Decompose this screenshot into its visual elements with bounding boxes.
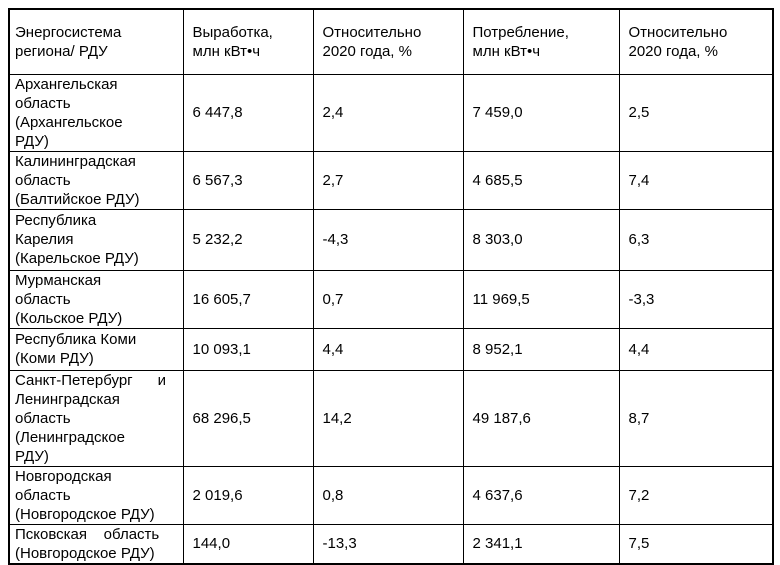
generation-cell: 16 605,7 xyxy=(182,269,314,329)
generation-cell: 6 447,8 xyxy=(182,73,314,152)
consumption-cell: 8 952,1 xyxy=(462,327,620,371)
table-row: Псковская область (Новгородское РДУ) 144… xyxy=(8,523,774,564)
consumption-cell: 2 341,1 xyxy=(462,523,620,564)
table-row: Мурманская область (Кольское РДУ) 16 605… xyxy=(8,269,774,329)
generation-cell: 2 019,6 xyxy=(182,465,314,525)
column-header-generation: Выработка, млн кВт•ч xyxy=(182,8,314,75)
region-cell: Архангельская область (Архангельское РДУ… xyxy=(8,73,184,152)
generation-cell: 5 232,2 xyxy=(182,208,314,271)
consumption-vs-2020-cell: 7,2 xyxy=(618,465,774,525)
generation-cell: 144,0 xyxy=(182,523,314,564)
table-row: Новгородская область (Новгородское РДУ) … xyxy=(8,465,774,525)
consumption-cell: 8 303,0 xyxy=(462,208,620,271)
consumption-cell: 7 459,0 xyxy=(462,73,620,152)
generation-cell: 10 093,1 xyxy=(182,327,314,371)
region-cell: Санкт-Петербург и Ленинградская область … xyxy=(8,369,184,467)
region-cell: Республика Карелия (Карельское РДУ) xyxy=(8,208,184,271)
region-cell: Новгородская область (Новгородское РДУ) xyxy=(8,465,184,525)
generation-cell: 68 296,5 xyxy=(182,369,314,467)
consumption-cell: 4 637,6 xyxy=(462,465,620,525)
generation-vs-2020-cell: 0,8 xyxy=(312,465,464,525)
generation-vs-2020-cell: 2,7 xyxy=(312,150,464,210)
table-row: Архангельская область (Архангельское РДУ… xyxy=(8,73,774,152)
consumption-cell: 4 685,5 xyxy=(462,150,620,210)
column-header-generation-vs-2020: Относительно 2020 года, % xyxy=(312,8,464,75)
region-cell: Калининградская область (Балтийское РДУ) xyxy=(8,150,184,210)
consumption-vs-2020-cell: 6,3 xyxy=(618,208,774,271)
consumption-cell: 11 969,5 xyxy=(462,269,620,329)
region-cell: Мурманская область (Кольское РДУ) xyxy=(8,269,184,329)
header-row: Энергосистема региона/ РДУ Выработка, мл… xyxy=(8,8,774,75)
consumption-cell: 49 187,6 xyxy=(462,369,620,467)
consumption-vs-2020-cell: 8,7 xyxy=(618,369,774,467)
region-cell: Псковская область (Новгородское РДУ) xyxy=(8,523,184,564)
generation-vs-2020-cell: 2,4 xyxy=(312,73,464,152)
generation-vs-2020-cell: 4,4 xyxy=(312,327,464,371)
table-row: Санкт-Петербург и Ленинградская область … xyxy=(8,369,774,467)
column-header-consumption: Потребление, млн кВт•ч xyxy=(462,8,620,75)
energy-regions-table: Энергосистема региона/ РДУ Выработка, мл… xyxy=(8,8,774,565)
generation-cell: 6 567,3 xyxy=(182,150,314,210)
column-header-region: Энергосистема региона/ РДУ xyxy=(8,8,184,75)
consumption-vs-2020-cell: 7,4 xyxy=(618,150,774,210)
generation-vs-2020-cell: -13,3 xyxy=(312,523,464,564)
consumption-vs-2020-cell: 2,5 xyxy=(618,73,774,152)
generation-vs-2020-cell: 14,2 xyxy=(312,369,464,467)
table-row: Республика Коми (Коми РДУ) 10 093,1 4,4 … xyxy=(8,327,774,371)
region-cell: Республика Коми (Коми РДУ) xyxy=(8,327,184,371)
table-row: Калининградская область (Балтийское РДУ)… xyxy=(8,150,774,210)
generation-vs-2020-cell: 0,7 xyxy=(312,269,464,329)
generation-vs-2020-cell: -4,3 xyxy=(312,208,464,271)
consumption-vs-2020-cell: 7,5 xyxy=(618,523,774,564)
column-header-consumption-vs-2020: Относительно 2020 года, % xyxy=(618,8,774,75)
table-row: Республика Карелия (Карельское РДУ) 5 23… xyxy=(8,208,774,271)
consumption-vs-2020-cell: -3,3 xyxy=(618,269,774,329)
consumption-vs-2020-cell: 4,4 xyxy=(618,327,774,371)
